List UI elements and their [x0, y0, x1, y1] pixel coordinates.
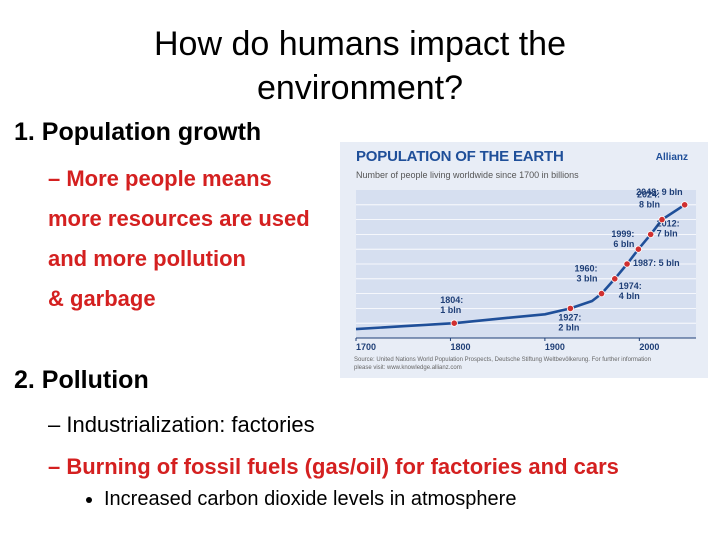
- s1-line-1: – More people means: [48, 166, 272, 191]
- data-label: 8 bln: [639, 200, 660, 210]
- bullet-text: Increased carbon dioxide levels in atmos…: [104, 488, 517, 510]
- s2-line-1: – Industrialization: factories: [48, 412, 315, 437]
- data-label: 1804:: [440, 295, 463, 305]
- data-label: 1987: 5 bln: [633, 258, 680, 268]
- data-label: 2024:: [637, 190, 660, 200]
- data-label: 3 bln: [577, 274, 598, 284]
- chart-title: POPULATION OF THE EARTH: [356, 148, 564, 165]
- brand-logo: Allianz: [655, 152, 688, 163]
- bullet-co2: Increased carbon dioxide levels in atmos…: [86, 488, 516, 511]
- s2-line-2: – Burning of fossil fuels (gas/oil) for …: [48, 454, 619, 479]
- chart-plot: 1700 1800 1900 2000 1804:1 bln 1927:2 bln 1960…: [355, 187, 696, 352]
- bullet-dot: [86, 496, 92, 503]
- data-point-marker: [658, 216, 666, 224]
- data-point-marker: [634, 245, 642, 253]
- chart-subtitle: Number of people living worldwide since …: [356, 170, 579, 180]
- x-tick-label: 1900: [545, 342, 565, 352]
- slide-title: How do humans impact the environment?: [60, 22, 660, 110]
- data-label: 4 bln: [619, 291, 640, 301]
- s1-line-4: & garbage: [48, 286, 156, 311]
- x-tick-label: 1800: [450, 342, 470, 352]
- data-label: 2012:: [657, 218, 680, 228]
- section-pollution: 2. Pollution: [14, 366, 149, 394]
- data-point-marker: [611, 275, 619, 283]
- data-label: 1 bln: [440, 305, 461, 315]
- x-tick-label: 2000: [639, 342, 659, 352]
- s1-line-3: and more pollution: [48, 246, 246, 271]
- data-point-marker: [647, 230, 655, 239]
- data-point-marker: [597, 290, 606, 298]
- data-point-marker: [566, 304, 574, 312]
- data-label: 2048: 9 bln: [636, 187, 683, 197]
- title-line-1: How do humans impact the: [154, 25, 566, 63]
- data-point-marker: [681, 201, 689, 209]
- data-label: 1960:: [575, 264, 598, 274]
- data-label: 1974:: [619, 281, 642, 291]
- data-point-marker: [450, 319, 458, 327]
- data-label: 7 bln: [657, 228, 678, 238]
- s1-line-2: more resources are used: [48, 206, 310, 231]
- data-label: 1999:: [611, 229, 634, 239]
- data-label: 1927:: [558, 312, 581, 322]
- population-chart: POPULATION OF THE EARTH Number of people…: [340, 142, 708, 378]
- title-line-2: environment?: [256, 69, 463, 107]
- x-tick-label: 1700: [356, 342, 376, 352]
- data-label: 2 bln: [558, 322, 579, 332]
- section-population-growth: 1. Population growth: [14, 118, 262, 146]
- data-point-marker: [623, 260, 631, 268]
- chart-source: Source: United Nations World Population …: [354, 357, 651, 371]
- data-label: 6 bln: [613, 239, 634, 249]
